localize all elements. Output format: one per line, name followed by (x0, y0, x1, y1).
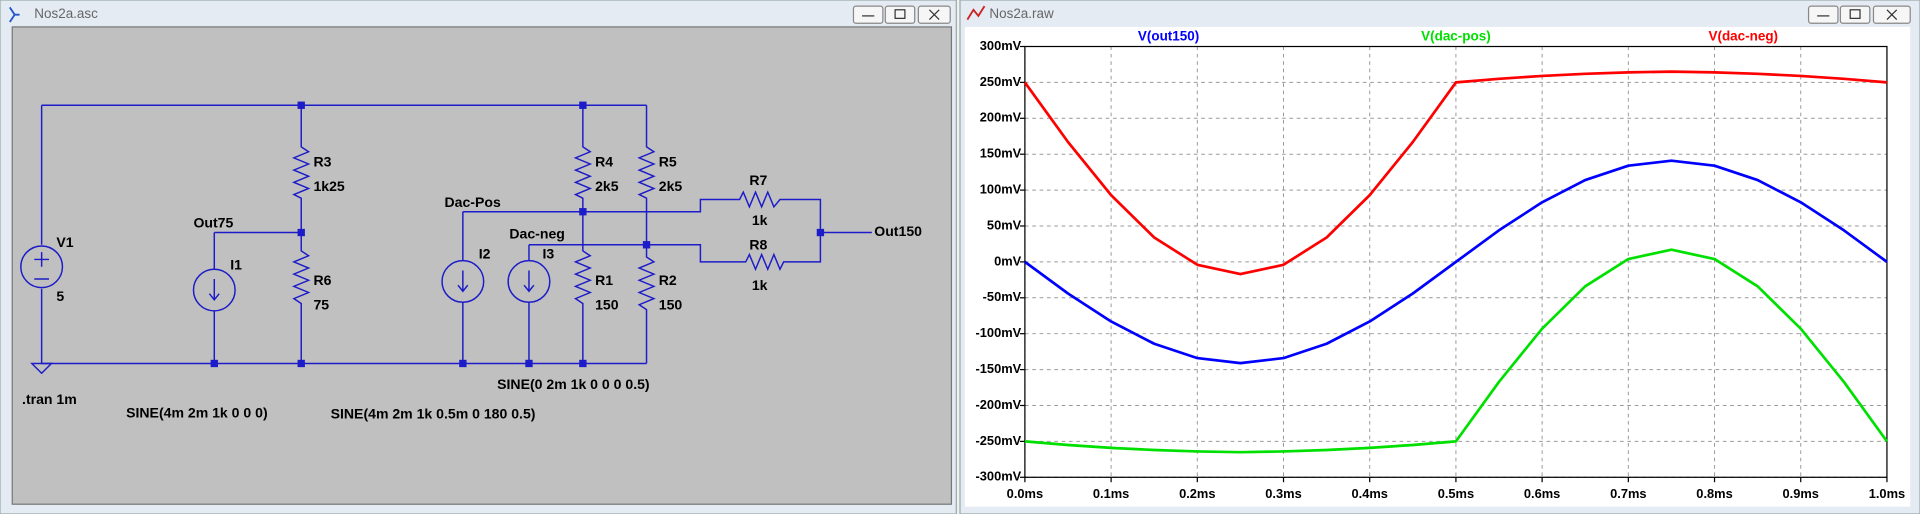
schematic-label: V1 (56, 234, 73, 250)
x-tick-label: 0.4ms (1351, 486, 1387, 501)
schematic-canvas (11, 26, 953, 505)
schematic-label: I1 (230, 256, 242, 272)
wires (20, 104, 872, 375)
legend-entry: V(dac-neg) (1708, 28, 1778, 43)
schematic-label: SINE(4m 2m 1k 0.5m 0 180 0.5) (331, 406, 536, 422)
y-tick-label: 250mV (980, 74, 1022, 89)
x-tick-label: 0.2ms (1179, 486, 1215, 501)
schematic-label: R3 (313, 153, 331, 169)
series-line (1024, 248, 1889, 454)
schematic-label: 150 (659, 297, 683, 313)
plot-canvas (964, 26, 1911, 507)
schematic-label: R5 (659, 153, 677, 169)
y-tick-label: 150mV (980, 146, 1022, 161)
x-tick-label: 0.9ms (1783, 486, 1819, 501)
schematic-label: 150 (595, 297, 619, 313)
schematic-label: .tran 1m (22, 391, 77, 407)
window-buttons[interactable] (1807, 5, 1911, 24)
x-tick-label: 0.8ms (1696, 486, 1732, 501)
schematic-label: Out150 (874, 223, 922, 239)
schematic-label: I3 (542, 245, 554, 261)
y-tick-label: -50mV (983, 289, 1022, 304)
schematic-label: 1k (752, 212, 768, 228)
schematic-label: Dac-Pos (444, 194, 500, 210)
schematic-label: SINE(4m 2m 1k 0 0 0) (126, 404, 268, 420)
schematic-label: R1 (595, 272, 613, 288)
schematic-label: R6 (313, 272, 331, 288)
series-line (1023, 70, 1888, 276)
y-tick-label: -150mV (976, 361, 1022, 376)
schematic-label: Dac-neg (509, 226, 564, 242)
window-title: Nos2a.raw (989, 6, 1054, 21)
y-tick-label: -200mV (976, 397, 1022, 412)
schematic-label: 1k (752, 277, 768, 293)
schematic-label: 5 (56, 288, 64, 304)
schematic-label: R4 (595, 153, 613, 169)
window-title: Nos2a.asc (34, 6, 98, 21)
y-tick-label: 300mV (980, 38, 1022, 53)
x-tick-label: 0.5ms (1438, 486, 1474, 501)
x-tick-label: 0.6ms (1524, 486, 1560, 501)
y-tick-label: -100mV (976, 325, 1022, 340)
series-line (1024, 159, 1888, 365)
schematic-label: R7 (749, 172, 767, 188)
schematic-label: R2 (659, 272, 677, 288)
x-tick-label: 1.0ms (1869, 486, 1905, 501)
x-tick-label: 0.3ms (1265, 486, 1301, 501)
schematic-label: 2k5 (595, 178, 619, 194)
schematic-label: 75 (313, 297, 329, 313)
schematic-label: R8 (749, 237, 767, 253)
x-tick-label: 0.0ms (1007, 486, 1043, 501)
y-tick-label: 200mV (980, 110, 1022, 125)
y-tick-label: 100mV (980, 181, 1022, 196)
y-tick-label: 50mV (987, 217, 1022, 232)
plot: 300mV 250mV 200mV 150mV 100mV 50mV 0mV -50mV -10… (976, 28, 1906, 501)
window-buttons[interactable] (852, 5, 951, 24)
window-icon (9, 6, 20, 23)
nodes (210, 101, 825, 368)
legend-entry: V(dac-pos) (1421, 28, 1491, 43)
schematic-label: SINE(0 2m 1k 0 0 0 0.5) (497, 376, 649, 392)
y-tick-label: 0mV (994, 253, 1022, 268)
schematic-label: 2k5 (659, 178, 683, 194)
schematic-label: 1k25 (313, 178, 344, 194)
schematic-labels: V1 5 R3 1k25 Out75 I1 R6 75 Dac-Pos R4 2k5 R5 2k5 R7 1… (22, 153, 922, 421)
window-icon (966, 5, 986, 21)
y-tick-label: -300mV (976, 469, 1022, 484)
legend-entry: V(out150) (1138, 28, 1199, 43)
y-tick-label: -250mV (976, 433, 1022, 448)
schematic-label: I2 (479, 245, 491, 261)
x-tick-label: 0.1ms (1093, 486, 1129, 501)
schematic-label: Out75 (193, 215, 233, 231)
x-tick-label: 0.7ms (1610, 486, 1646, 501)
